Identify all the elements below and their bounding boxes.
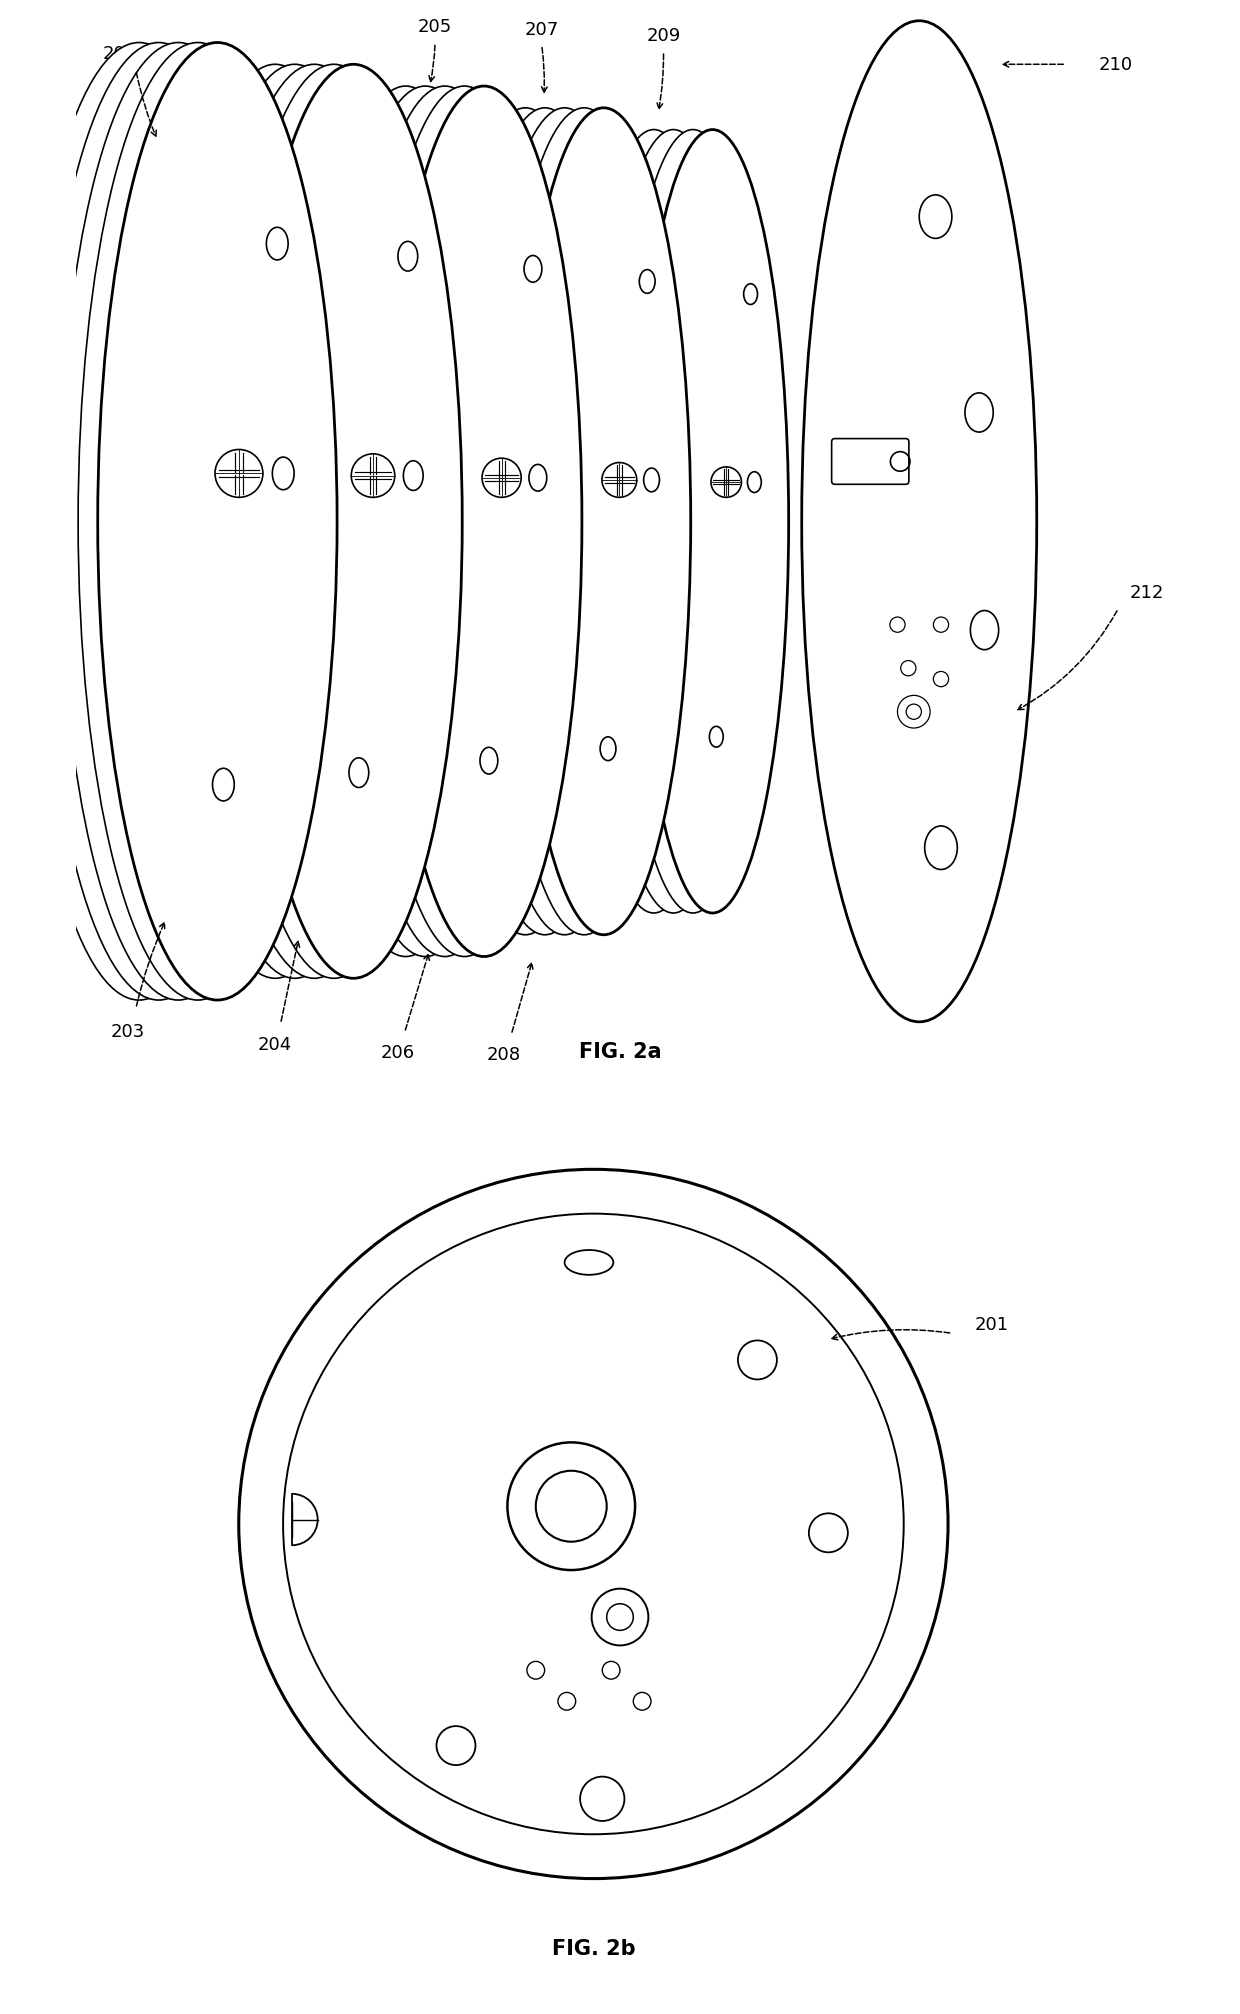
- Text: 201: 201: [975, 1315, 1009, 1333]
- Ellipse shape: [458, 109, 632, 934]
- Text: FIG. 2b: FIG. 2b: [552, 1937, 635, 1958]
- Text: 207: 207: [525, 22, 559, 40]
- Ellipse shape: [308, 87, 503, 957]
- Ellipse shape: [78, 44, 317, 1001]
- Ellipse shape: [386, 87, 582, 957]
- Text: 209: 209: [646, 26, 681, 44]
- Ellipse shape: [206, 64, 423, 979]
- Ellipse shape: [616, 131, 769, 914]
- Circle shape: [239, 1170, 949, 1879]
- Ellipse shape: [166, 64, 384, 979]
- Text: 204: 204: [258, 1035, 293, 1053]
- Text: 210: 210: [1099, 56, 1133, 75]
- Text: 201: 201: [103, 46, 136, 62]
- Ellipse shape: [517, 109, 691, 934]
- Ellipse shape: [58, 44, 298, 1001]
- Ellipse shape: [367, 87, 562, 957]
- Ellipse shape: [38, 44, 278, 1001]
- Ellipse shape: [477, 109, 651, 934]
- Ellipse shape: [438, 109, 613, 934]
- Ellipse shape: [497, 109, 671, 934]
- Text: 208: 208: [486, 1045, 521, 1063]
- Text: 212: 212: [1130, 584, 1163, 602]
- Ellipse shape: [636, 131, 789, 914]
- Ellipse shape: [98, 44, 337, 1001]
- Ellipse shape: [347, 87, 543, 957]
- Ellipse shape: [224, 64, 443, 979]
- Ellipse shape: [598, 131, 749, 914]
- Ellipse shape: [578, 131, 730, 914]
- Text: FIG. 2a: FIG. 2a: [579, 1041, 661, 1061]
- Ellipse shape: [20, 44, 259, 1001]
- Ellipse shape: [186, 64, 403, 979]
- Text: 203: 203: [112, 1021, 145, 1039]
- Ellipse shape: [327, 87, 523, 957]
- Text: 206: 206: [381, 1043, 415, 1061]
- Ellipse shape: [802, 22, 1037, 1023]
- Ellipse shape: [244, 64, 463, 979]
- FancyBboxPatch shape: [832, 439, 909, 485]
- Text: 205: 205: [418, 18, 453, 36]
